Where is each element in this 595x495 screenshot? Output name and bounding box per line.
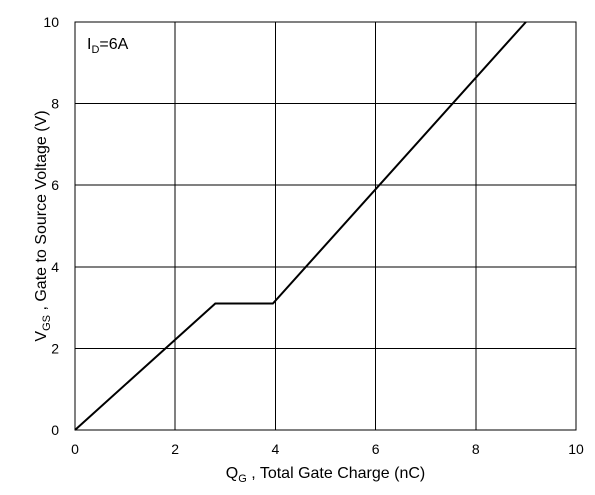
y-tick-label: 6 [51, 177, 59, 193]
y-tick-label: 8 [51, 96, 59, 112]
annotation-main: I [87, 36, 91, 53]
ylabel-main: V [33, 331, 50, 342]
x-axis-label: QG , Total Gate Charge (nC) [226, 465, 425, 485]
y-tick-label: 2 [51, 340, 59, 356]
x-tick-label: 0 [71, 441, 79, 457]
y-tick-label: 0 [51, 422, 59, 438]
condition-annotation: ID=6A [87, 36, 129, 56]
x-tick-label: 4 [272, 441, 280, 457]
x-tick-labels: 0 2 4 6 8 10 [71, 441, 584, 457]
x-tick-label: 8 [472, 441, 480, 457]
x-tick-label: 2 [171, 441, 179, 457]
plot-frame [74, 21, 577, 431]
xlabel-rest: , Total Gate Charge (nC) [247, 465, 425, 482]
y-tick-labels: 0 2 4 6 8 10 [43, 14, 59, 438]
x-tick-label: 6 [372, 441, 380, 457]
annotation-rest: =6A [99, 36, 128, 53]
y-tick-label: 4 [51, 259, 59, 275]
xlabel-main: Q [226, 465, 238, 482]
grid [74, 21, 577, 431]
xlabel-sub: G [238, 473, 247, 485]
x-tick-label: 10 [568, 441, 584, 457]
ylabel-rest: , Gate to Source Voltage (V) [33, 110, 50, 315]
y-tick-label: 10 [43, 14, 59, 30]
y-axis-label: VGS , Gate to Source Voltage (V) [33, 110, 53, 341]
annotation-sub: D [91, 44, 99, 56]
ylabel-sub: GS [41, 315, 53, 331]
series-line [74, 21, 527, 431]
series-group [74, 21, 527, 431]
